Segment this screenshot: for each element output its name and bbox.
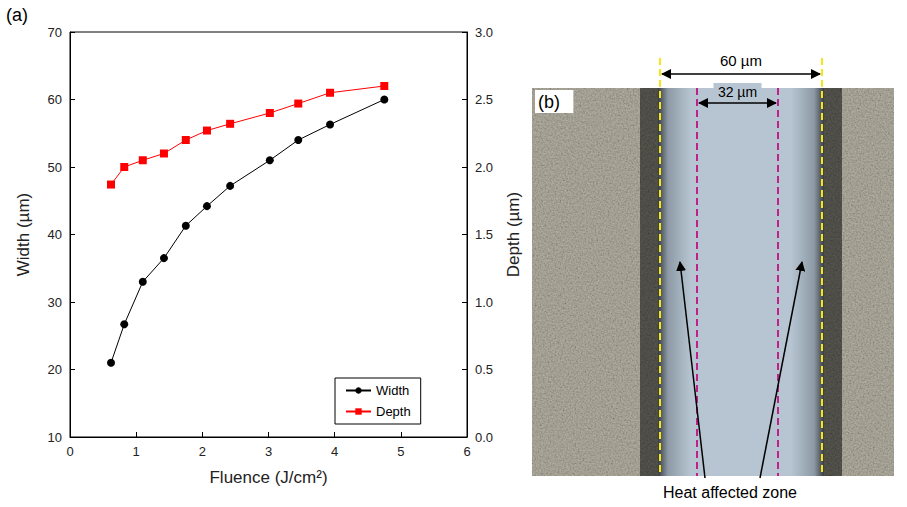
svg-text:60 µm: 60 µm: [720, 52, 762, 69]
svg-text:5: 5: [397, 444, 404, 459]
svg-text:2.5: 2.5: [475, 92, 493, 107]
svg-text:4: 4: [331, 444, 338, 459]
svg-text:Fluence (J/cm²): Fluence (J/cm²): [209, 468, 327, 487]
svg-text:50: 50: [48, 160, 62, 175]
svg-text:Width (µm): Width (µm): [14, 193, 33, 276]
svg-text:Depth (µm): Depth (µm): [504, 192, 523, 277]
svg-text:10: 10: [48, 430, 62, 445]
svg-text:1.5: 1.5: [475, 227, 493, 242]
svg-text:2: 2: [199, 444, 206, 459]
svg-text:3.0: 3.0: [475, 25, 493, 40]
svg-text:1.0: 1.0: [475, 295, 493, 310]
svg-text:Width: Width: [376, 383, 409, 398]
svg-text:(a): (a): [6, 5, 28, 25]
svg-text:40: 40: [48, 227, 62, 242]
svg-text:2.0: 2.0: [475, 160, 493, 175]
svg-text:0: 0: [66, 444, 73, 459]
svg-text:Depth: Depth: [376, 404, 411, 419]
svg-text:Heat affected zone: Heat affected zone: [663, 484, 797, 501]
svg-text:32 µm: 32 µm: [718, 84, 757, 100]
svg-text:20: 20: [48, 362, 62, 377]
svg-text:70: 70: [48, 25, 62, 40]
svg-text:(b): (b): [538, 92, 560, 112]
svg-text:6: 6: [463, 444, 470, 459]
svg-text:0.5: 0.5: [475, 362, 493, 377]
svg-text:3: 3: [265, 444, 272, 459]
svg-text:0.0: 0.0: [475, 430, 493, 445]
svg-text:60: 60: [48, 92, 62, 107]
svg-text:1: 1: [133, 444, 140, 459]
svg-text:30: 30: [48, 295, 62, 310]
